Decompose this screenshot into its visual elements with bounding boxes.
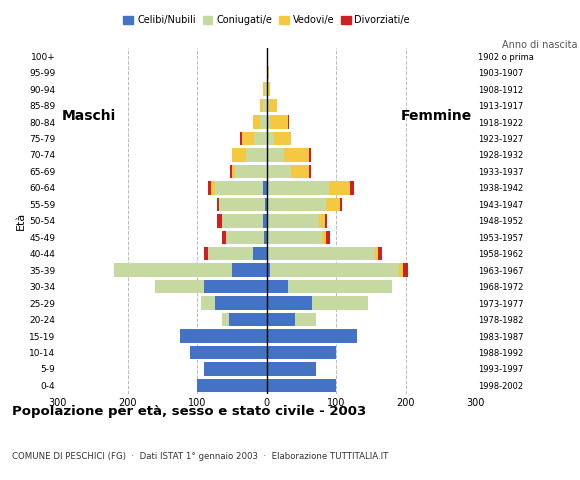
Bar xyxy=(240,132,242,145)
Bar xyxy=(288,280,392,293)
Bar xyxy=(267,165,291,178)
Bar xyxy=(270,264,399,277)
Bar xyxy=(219,198,264,211)
Bar xyxy=(267,66,269,79)
Bar xyxy=(218,198,219,211)
Bar xyxy=(309,165,311,178)
Bar xyxy=(267,83,270,96)
Bar xyxy=(322,230,326,244)
Bar xyxy=(291,165,309,178)
Text: Anno di nascita: Anno di nascita xyxy=(502,40,577,50)
Bar xyxy=(267,148,284,162)
Bar xyxy=(312,296,368,310)
Text: Femmine: Femmine xyxy=(401,109,472,123)
Bar xyxy=(269,99,277,112)
Bar xyxy=(208,247,253,261)
Bar xyxy=(254,132,267,145)
Legend: Celibi/Nubili, Coniugati/e, Vedovi/e, Divorziati/e: Celibi/Nubili, Coniugati/e, Vedovi/e, Di… xyxy=(119,12,414,29)
Bar xyxy=(222,313,229,326)
Bar xyxy=(267,313,295,326)
Bar xyxy=(267,181,329,194)
Bar xyxy=(403,264,408,277)
Bar xyxy=(211,181,215,194)
Bar xyxy=(267,99,269,112)
Bar xyxy=(155,280,204,293)
Text: Popolazione per età, sesso e stato civile - 2003: Popolazione per età, sesso e stato civil… xyxy=(12,405,366,418)
Bar xyxy=(326,230,330,244)
Bar xyxy=(232,264,267,277)
Bar xyxy=(267,49,268,63)
Bar xyxy=(329,181,350,194)
Bar xyxy=(232,165,235,178)
Bar xyxy=(264,198,267,211)
Bar xyxy=(232,148,246,162)
Bar xyxy=(263,181,267,194)
Bar xyxy=(201,296,215,310)
Bar xyxy=(260,115,267,129)
Bar xyxy=(235,165,267,178)
Bar xyxy=(267,296,312,310)
Bar xyxy=(340,198,342,211)
Bar xyxy=(218,214,222,228)
Bar xyxy=(309,148,311,162)
Bar xyxy=(267,214,319,228)
Bar xyxy=(226,230,264,244)
Bar xyxy=(264,230,267,244)
Bar xyxy=(204,280,267,293)
Bar xyxy=(215,296,267,310)
Bar xyxy=(267,379,336,392)
Bar xyxy=(375,247,378,261)
Bar xyxy=(263,99,267,112)
Bar xyxy=(229,313,267,326)
Bar xyxy=(180,329,267,343)
Bar xyxy=(267,132,274,145)
Bar xyxy=(253,115,260,129)
Bar xyxy=(253,247,267,261)
Bar xyxy=(267,198,326,211)
Bar xyxy=(378,247,382,261)
Bar xyxy=(319,214,325,228)
Bar xyxy=(264,83,267,96)
Bar xyxy=(267,346,336,359)
Bar xyxy=(190,346,267,359)
Bar xyxy=(267,264,270,277)
Bar xyxy=(204,247,208,261)
Bar xyxy=(222,230,226,244)
Bar xyxy=(325,214,327,228)
Bar xyxy=(215,181,263,194)
Bar xyxy=(326,198,340,211)
Bar xyxy=(114,264,232,277)
Bar xyxy=(222,214,263,228)
Bar xyxy=(263,83,264,96)
Bar xyxy=(267,280,288,293)
Bar xyxy=(263,214,267,228)
Bar xyxy=(208,181,211,194)
Bar xyxy=(242,132,254,145)
Text: Maschi: Maschi xyxy=(61,109,116,123)
Bar xyxy=(274,132,291,145)
Bar xyxy=(288,115,289,129)
Bar xyxy=(204,362,267,376)
Bar xyxy=(260,99,263,112)
Bar xyxy=(267,230,322,244)
Bar xyxy=(270,115,288,129)
Bar xyxy=(295,313,316,326)
Text: COMUNE DI PESCHICI (FG)  ·  Dati ISTAT 1° gennaio 2003  ·  Elaborazione TUTTITAL: COMUNE DI PESCHICI (FG) · Dati ISTAT 1° … xyxy=(12,452,388,461)
Bar xyxy=(350,181,354,194)
Bar xyxy=(267,329,357,343)
Bar xyxy=(267,362,316,376)
Bar xyxy=(230,165,232,178)
Bar xyxy=(284,148,309,162)
Bar xyxy=(197,379,267,392)
Y-axis label: Età: Età xyxy=(16,212,26,230)
Bar xyxy=(267,247,375,261)
Bar xyxy=(246,148,267,162)
Bar xyxy=(267,115,270,129)
Bar xyxy=(399,264,403,277)
